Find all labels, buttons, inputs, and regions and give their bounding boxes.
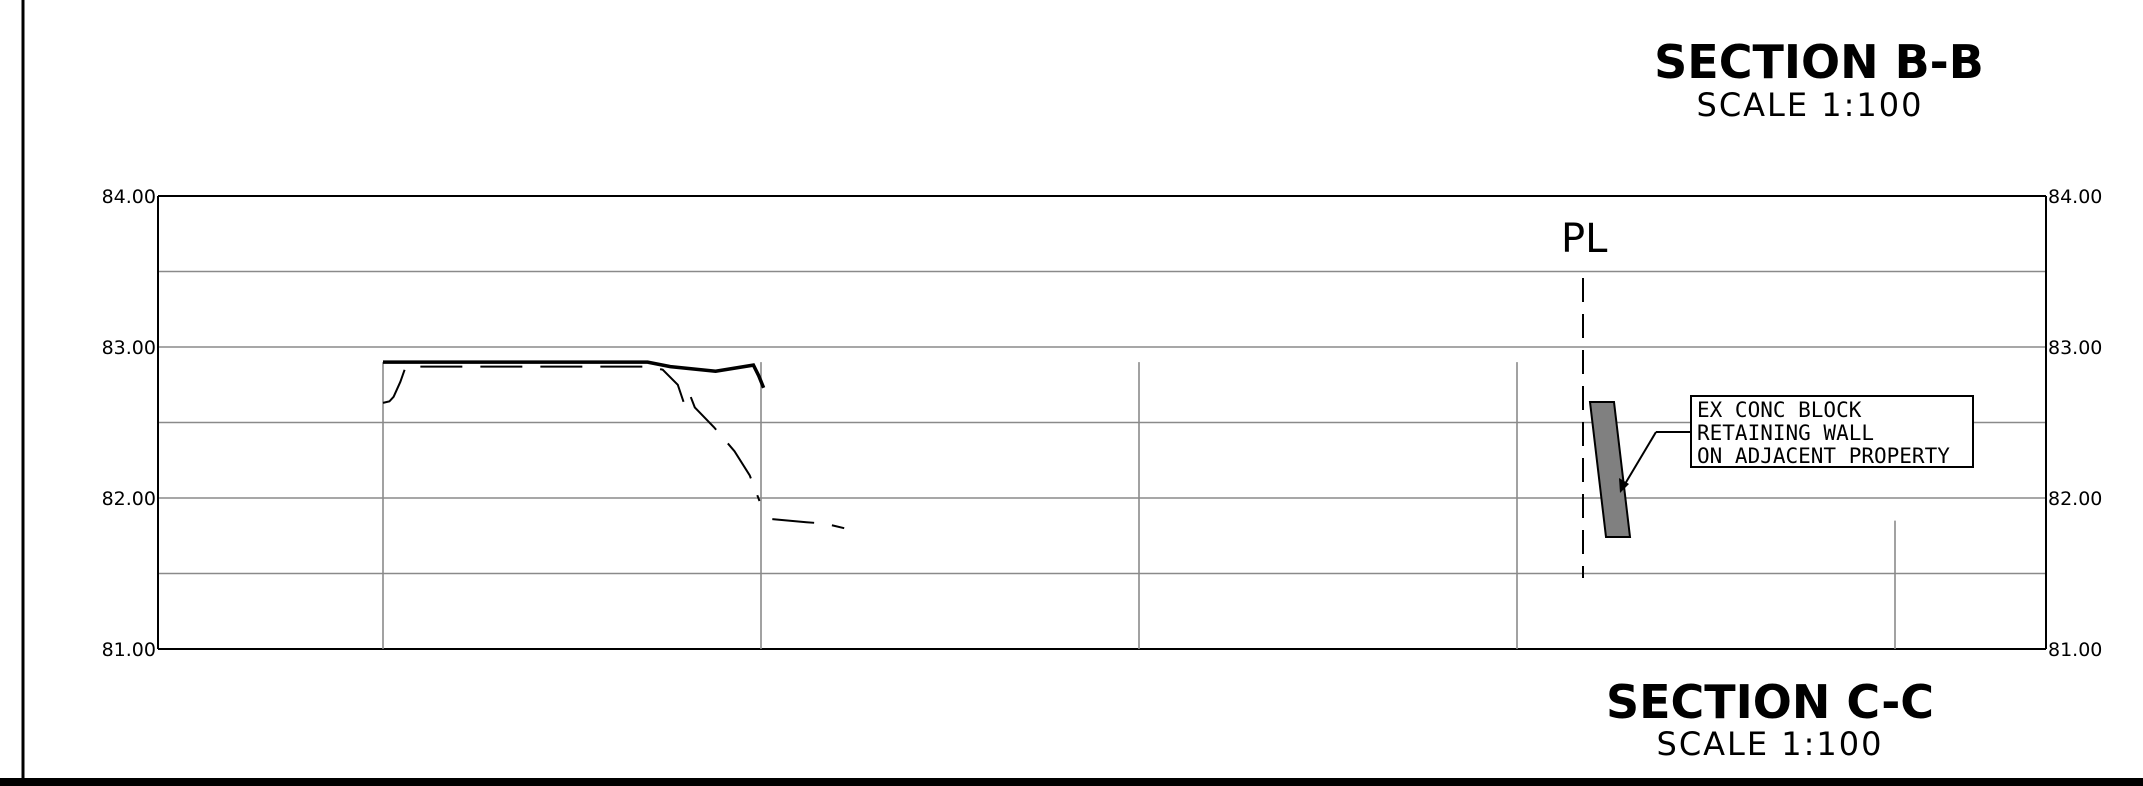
callout-arrowhead — [1619, 478, 1629, 493]
callout-line-3: ON ADJACENT PROPERTY — [1697, 444, 1950, 468]
section-c-profile: 84.00 84.00 83.00 83.00 82.00 82.00 81.00 81.00… — [102, 186, 2103, 661]
retaining-wall-callout: EX CONC BLOCK RETAINING WALL ON ADJACENT… — [1619, 395, 1974, 493]
elevation-tick-label-left: 83.00 — [102, 337, 156, 359]
property-line: PL — [1561, 216, 1608, 578]
existing-grade-line — [772, 518, 845, 530]
callout-arrow-shaft — [1621, 431, 1657, 490]
property-line-symbol: PL — [1561, 216, 1608, 262]
sheet-border-bottom — [0, 778, 2143, 786]
elevation-tick-label-right: 82.00 — [2048, 488, 2102, 510]
existing-grade-line — [382, 365, 761, 502]
callout-line-1: EX CONC BLOCK — [1697, 398, 1862, 422]
elevation-tick-label-right: 81.00 — [2048, 639, 2102, 661]
profile-lines — [382, 360, 845, 530]
retaining-wall — [1588, 401, 1632, 538]
elevation-tick-label-right: 83.00 — [2048, 337, 2102, 359]
section-c-heading: SECTION C-C SCALE 1:100 — [1606, 675, 1934, 763]
elevation-tick-label-right: 84.00 — [2048, 186, 2102, 208]
section-c-title: SECTION C-C — [1606, 675, 1934, 729]
callout-line-2: RETAINING WALL — [1697, 421, 1874, 445]
callout-box — [1690, 395, 1974, 468]
elevation-tick-label-left: 82.00 — [102, 488, 156, 510]
section-c-scale: SCALE 1:100 — [1657, 725, 1884, 763]
elevation-tick-label-left: 84.00 — [102, 186, 156, 208]
grid — [157, 195, 2047, 650]
elevation-ticks: 84.00 84.00 83.00 83.00 82.00 82.00 81.00 81.00 — [102, 186, 2103, 661]
elevation-tick-label-left: 81.00 — [102, 639, 156, 661]
section-b-title: SECTION B-B — [1654, 35, 1984, 89]
proposed-grade-line — [383, 360, 766, 389]
section-b-scale: SCALE 1:100 — [1697, 86, 1924, 124]
section-b-heading: SECTION B-B SCALE 1:100 — [1654, 35, 1984, 124]
